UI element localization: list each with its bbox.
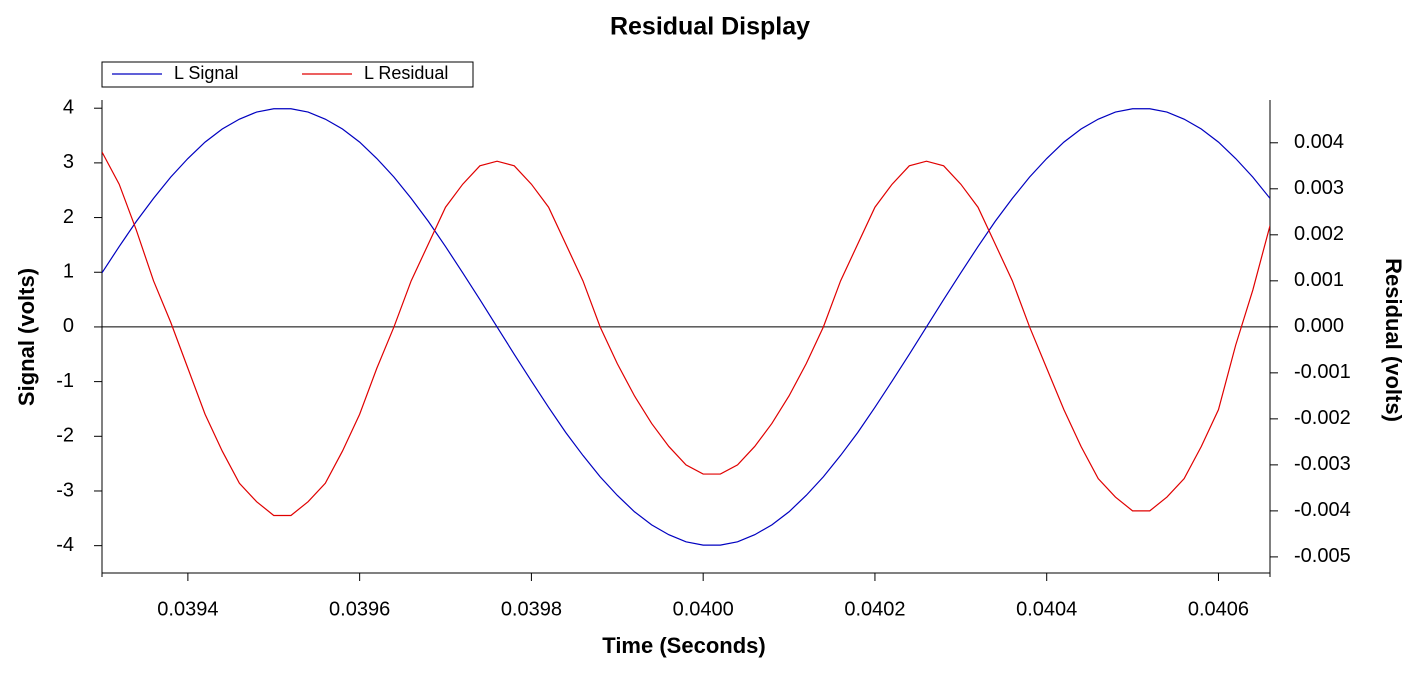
- y-axis-label: Signal (volts): [14, 268, 39, 406]
- y-tick-label: 4: [63, 96, 74, 118]
- x-tick-label: 0.0396: [329, 598, 390, 620]
- y-tick-label: 1: [63, 261, 74, 283]
- y2-tick-label: -0.002: [1294, 407, 1351, 429]
- y2-axis-label: Residual (volts): [1381, 258, 1406, 422]
- x-tick-label: 0.0402: [844, 598, 905, 620]
- y2-tick-label: 0.001: [1294, 269, 1344, 291]
- chart-title: Residual Display: [610, 13, 810, 41]
- y2-tick-label: -0.004: [1294, 499, 1351, 521]
- x-tick-label: 0.0406: [1188, 598, 1249, 620]
- y2-tick-label: 0.002: [1294, 223, 1344, 245]
- series-line: [102, 151, 1270, 517]
- y-tick-label: -2: [56, 425, 74, 447]
- y2-tick-label: -0.005: [1294, 545, 1351, 567]
- x-axis-label: Time (Seconds): [602, 633, 765, 658]
- y-tick-label: -4: [56, 534, 74, 556]
- y2-tick-label: -0.003: [1294, 453, 1351, 475]
- legend-box: [101, 61, 474, 88]
- x-tick-label: 0.0404: [1016, 598, 1077, 620]
- legend-label: L Residual: [364, 63, 448, 83]
- y-tick-label: 3: [63, 151, 74, 173]
- y-tick-label: -3: [56, 479, 74, 501]
- x-tick-label: 0.0400: [673, 598, 734, 620]
- y2-tick-label: 0.003: [1294, 177, 1344, 199]
- x-tick-label: 0.0394: [157, 598, 218, 620]
- y-tick-label: -1: [56, 370, 74, 392]
- y-tick-label: 2: [63, 206, 74, 228]
- y2-tick-label: 0.000: [1294, 315, 1344, 337]
- y2-tick-label: -0.001: [1294, 361, 1351, 383]
- legend-label: L Signal: [174, 63, 238, 83]
- series-line: [102, 108, 1270, 546]
- y-tick-label: 0: [63, 315, 74, 337]
- y2-tick-label: 0.004: [1294, 131, 1344, 153]
- x-tick-label: 0.0398: [501, 598, 562, 620]
